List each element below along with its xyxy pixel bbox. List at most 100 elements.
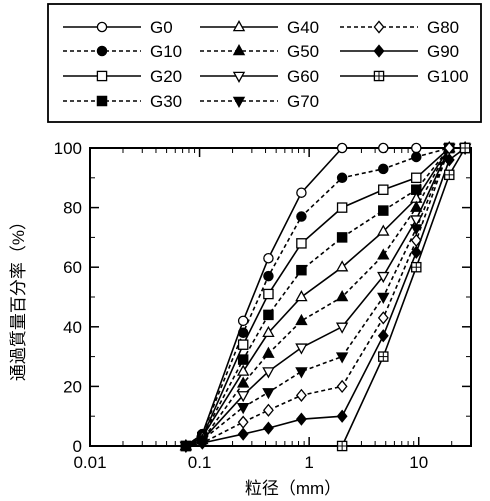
data-point-g60 [295, 343, 308, 355]
data-point-g70 [335, 352, 349, 364]
legend-label: G0 [150, 18, 173, 37]
legend-marker [96, 70, 108, 82]
legend-label: G20 [150, 67, 182, 86]
series-line-g70 [185, 147, 466, 447]
data-point-g90 [180, 439, 192, 453]
data-point-g10 [263, 270, 274, 282]
data-point-g70 [410, 224, 423, 236]
legend-item-g90: G90 [340, 42, 459, 61]
data-point-g90 [262, 421, 274, 435]
data-point-g40 [335, 260, 349, 272]
legend-item-g0: G0 [63, 18, 173, 37]
data-point-g50 [295, 313, 308, 326]
data-point-g60 [236, 391, 250, 403]
data-point-g100 [336, 440, 348, 452]
y-tick-label: 40 [63, 318, 82, 337]
legend-label: G90 [427, 42, 459, 61]
legend-marker [232, 44, 246, 56]
series-line-g90 [185, 147, 466, 447]
data-point-g0 [237, 315, 249, 327]
series-g50 [179, 141, 472, 451]
data-point-g60 [335, 322, 349, 334]
series-line-g20 [185, 147, 466, 447]
data-point-g40 [236, 364, 250, 376]
data-point-g70 [377, 292, 390, 304]
data-point-g30 [336, 232, 348, 243]
data-point-g60 [262, 367, 275, 379]
x-tick-label: 10 [409, 453, 428, 472]
data-point-g40 [295, 290, 308, 302]
series-line-g10 [185, 147, 466, 447]
y-axis-label: 通過質量百分率（%） [9, 213, 28, 381]
legend-marker [96, 95, 108, 107]
data-point-g80 [262, 403, 274, 417]
legend: G0 G10 G20 G30 G40 G50 G60 G70 G80 G90 G100 [47, 3, 482, 123]
legend-marker [232, 96, 246, 108]
x-axis-label: 粒径（mm） [245, 479, 341, 498]
data-point-g50 [377, 248, 390, 260]
data-point-g30 [237, 354, 249, 365]
legend-item-g100: G100 [340, 67, 469, 86]
legend-item-g20: G20 [63, 67, 182, 86]
legend-marker [96, 21, 108, 33]
data-point-g70 [295, 367, 308, 379]
y-tick-label: 100 [54, 139, 82, 158]
y-tick-label: 20 [63, 377, 82, 396]
legend-item-g70: G70 [200, 92, 319, 111]
data-point-g50 [410, 200, 423, 212]
legend-marker [96, 45, 108, 57]
legend-item-g50: G50 [200, 42, 319, 61]
data-point-g100 [378, 351, 389, 362]
y-tick-label: 60 [63, 258, 82, 277]
data-point-g10 [411, 151, 422, 163]
legend-label: G50 [287, 42, 319, 61]
x-tick-label: 0.01 [73, 453, 106, 472]
data-point-g100 [444, 169, 455, 181]
series-line-g40 [185, 147, 466, 447]
legend-marker [232, 71, 246, 83]
data-point-g90 [377, 329, 389, 343]
series-line-g80 [185, 147, 466, 447]
data-point-g40 [262, 325, 275, 338]
data-point-g80 [336, 379, 348, 394]
legend-marker [373, 44, 385, 58]
series-line-g60 [185, 147, 466, 447]
x-tick-label: 1 [304, 453, 313, 472]
legend-label: G100 [427, 67, 469, 86]
legend-marker [373, 70, 385, 82]
series-line-g100 [341, 147, 466, 447]
data-point-g30 [296, 264, 307, 276]
data-point-g50 [335, 290, 349, 302]
data-point-g20 [378, 184, 389, 195]
legend-marker [373, 20, 385, 34]
data-point-g90 [410, 245, 422, 259]
data-point-g90 [196, 436, 208, 450]
series-line-g0 [185, 147, 466, 447]
data-point-g0 [296, 187, 307, 198]
legend-item-g10: G10 [63, 42, 182, 61]
data-point-g20 [263, 288, 274, 300]
legend-marker [232, 20, 246, 32]
data-point-g80 [295, 388, 307, 402]
y-tick-label: 80 [63, 199, 82, 218]
legend-item-g30: G30 [63, 92, 182, 111]
legend-item-g60: G60 [200, 67, 319, 86]
data-point-g0 [263, 253, 274, 264]
data-point-g10 [378, 163, 389, 175]
data-point-g80 [377, 311, 389, 325]
data-point-g60 [377, 271, 390, 284]
legend-label: G60 [287, 67, 319, 86]
series-g60 [179, 143, 472, 453]
data-point-g70 [236, 403, 250, 415]
data-point-g20 [411, 172, 422, 184]
data-point-g10 [296, 211, 307, 222]
data-point-g100 [459, 142, 471, 154]
series-g70 [179, 143, 472, 453]
legend-frame [47, 3, 482, 123]
data-point-g10 [237, 327, 249, 339]
series-line-g30 [185, 147, 466, 447]
data-point-g90 [295, 412, 307, 426]
series-line-g50 [185, 147, 466, 447]
